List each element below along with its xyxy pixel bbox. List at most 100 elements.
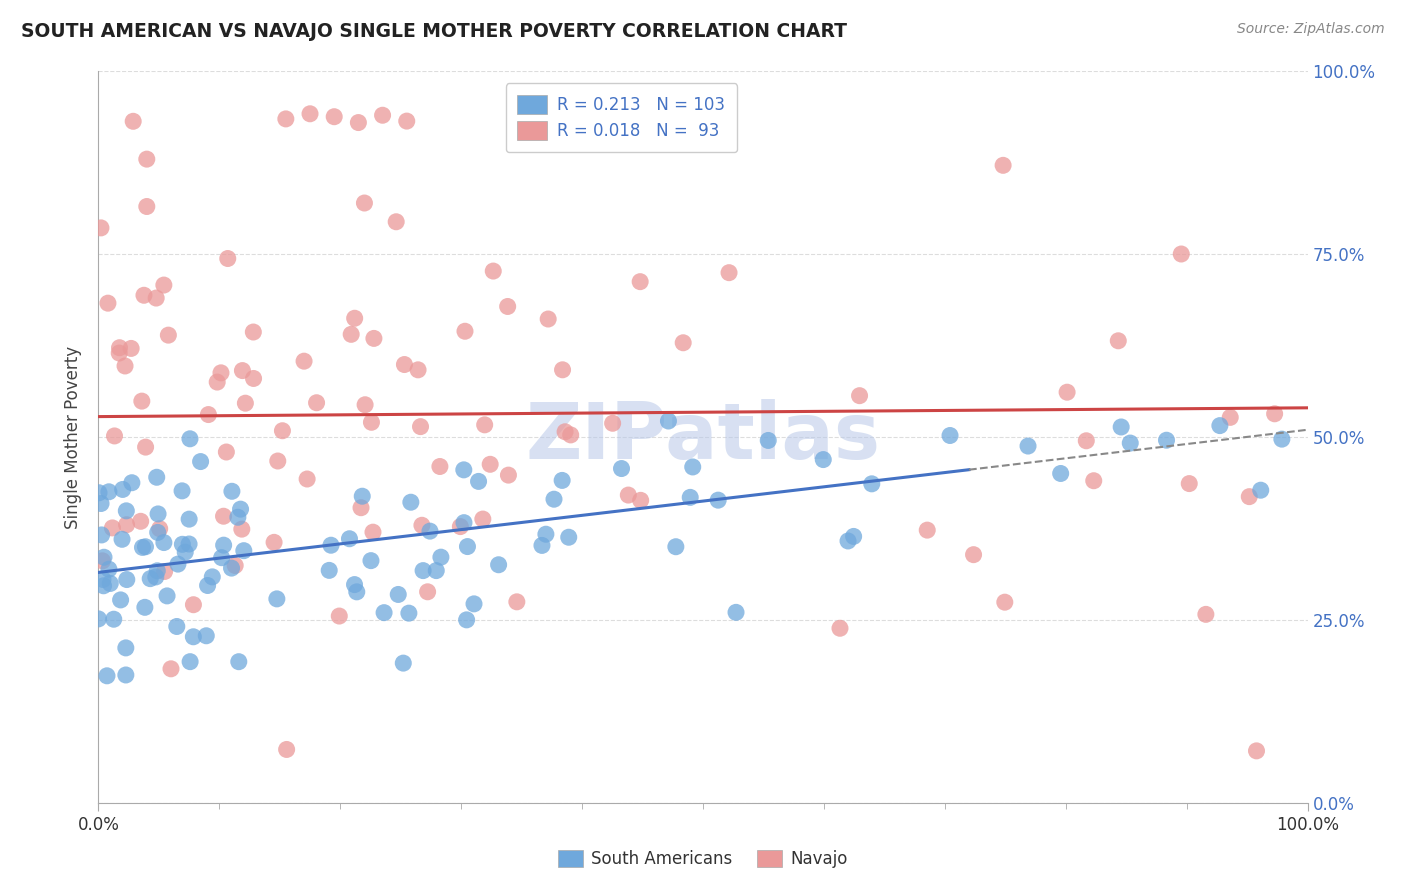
- Point: [506, 595, 529, 609]
- Point: [93, 579, 115, 593]
- Point: [232, 543, 254, 558]
- Point: [139, 572, 162, 586]
- Point: [167, 557, 190, 571]
- Point: [360, 554, 382, 568]
- Point: [90, 528, 112, 542]
- Point: [1178, 476, 1201, 491]
- Point: [343, 577, 366, 591]
- Point: [215, 445, 238, 459]
- Point: [87, 612, 110, 626]
- Point: [318, 563, 340, 577]
- Point: [558, 530, 581, 544]
- Point: [724, 605, 747, 619]
- Point: [482, 264, 505, 278]
- Point: [153, 278, 176, 293]
- Point: [454, 324, 477, 338]
- Point: [221, 484, 243, 499]
- Point: [471, 512, 494, 526]
- Point: [354, 398, 377, 412]
- Point: [153, 535, 176, 549]
- Point: [212, 538, 235, 552]
- Point: [409, 419, 432, 434]
- Text: ZIPatlas: ZIPatlas: [526, 399, 880, 475]
- Point: [114, 359, 136, 373]
- Point: [534, 527, 557, 541]
- Point: [149, 522, 172, 536]
- Point: [205, 375, 228, 389]
- Text: Source: ZipAtlas.com: Source: ZipAtlas.com: [1237, 22, 1385, 37]
- Point: [399, 495, 422, 509]
- Legend: R = 0.213   N = 103, R = 0.018   N =  93: R = 0.213 N = 103, R = 0.018 N = 93: [506, 83, 737, 152]
- Point: [190, 454, 212, 468]
- Point: [340, 327, 363, 342]
- Point: [463, 597, 485, 611]
- Point: [496, 300, 519, 314]
- Point: [1264, 407, 1286, 421]
- Point: [157, 328, 180, 343]
- Point: [994, 595, 1017, 609]
- Point: [197, 408, 219, 422]
- Point: [174, 545, 197, 559]
- Point: [360, 415, 382, 429]
- Point: [1109, 420, 1132, 434]
- Point: [160, 662, 183, 676]
- Point: [679, 491, 702, 505]
- Point: [387, 587, 409, 601]
- Point: [132, 288, 155, 302]
- Point: [299, 107, 322, 121]
- Point: [156, 589, 179, 603]
- Point: [828, 621, 851, 635]
- Point: [1250, 483, 1272, 498]
- Point: [271, 424, 294, 438]
- Point: [276, 742, 298, 756]
- Point: [111, 533, 134, 547]
- Point: [339, 532, 361, 546]
- Point: [453, 516, 475, 530]
- Point: [392, 656, 415, 670]
- Point: [630, 493, 652, 508]
- Point: [347, 115, 370, 129]
- Point: [425, 564, 447, 578]
- Point: [179, 655, 201, 669]
- Point: [166, 619, 188, 633]
- Point: [120, 342, 142, 356]
- Point: [145, 470, 167, 484]
- Point: [1119, 436, 1142, 450]
- Point: [221, 561, 243, 575]
- Point: [96, 669, 118, 683]
- Point: [228, 655, 250, 669]
- Point: [134, 600, 156, 615]
- Point: [101, 521, 124, 535]
- Point: [813, 452, 835, 467]
- Point: [231, 363, 253, 377]
- Legend: South Americans, Navajo: South Americans, Navajo: [551, 843, 855, 875]
- Point: [135, 152, 157, 166]
- Point: [398, 606, 420, 620]
- Point: [103, 612, 125, 626]
- Point: [406, 363, 429, 377]
- Point: [267, 454, 290, 468]
- Point: [848, 389, 870, 403]
- Point: [217, 252, 239, 266]
- Point: [183, 598, 205, 612]
- Point: [170, 483, 193, 498]
- Point: [371, 108, 394, 122]
- Point: [756, 434, 779, 448]
- Point: [610, 461, 633, 475]
- Point: [373, 606, 395, 620]
- Point: [467, 475, 489, 489]
- Point: [474, 417, 496, 432]
- Point: [361, 525, 384, 540]
- Point: [108, 346, 131, 360]
- Point: [718, 266, 741, 280]
- Point: [1209, 418, 1232, 433]
- Point: [212, 509, 235, 524]
- Point: [346, 585, 368, 599]
- Point: [103, 429, 125, 443]
- Point: [1076, 434, 1098, 448]
- Point: [707, 493, 730, 508]
- Point: [179, 512, 201, 526]
- Point: [962, 548, 984, 562]
- Point: [837, 533, 859, 548]
- Point: [363, 331, 385, 345]
